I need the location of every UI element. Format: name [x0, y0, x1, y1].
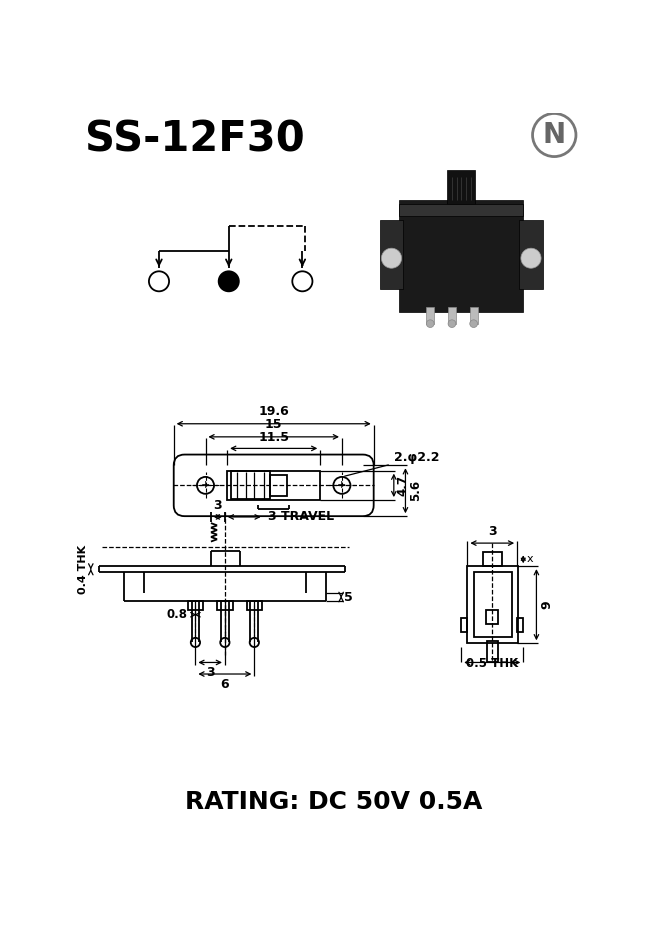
Bar — [486, 610, 498, 623]
Circle shape — [521, 248, 541, 269]
Bar — [447, 170, 475, 205]
Bar — [246, 601, 262, 610]
Text: +: + — [337, 481, 347, 490]
Text: RATING: DC 50V 0.5A: RATING: DC 50V 0.5A — [185, 790, 483, 814]
Text: 6: 6 — [220, 678, 230, 691]
Text: 5.6: 5.6 — [409, 480, 422, 501]
Text: 2.φ2.2: 2.φ2.2 — [345, 451, 439, 476]
Circle shape — [448, 320, 456, 328]
Circle shape — [381, 248, 402, 269]
Bar — [487, 641, 497, 662]
Bar — [470, 307, 477, 324]
Bar — [461, 618, 467, 632]
Text: 3: 3 — [214, 500, 222, 513]
Circle shape — [426, 320, 434, 328]
Text: +: + — [201, 481, 210, 490]
Bar — [483, 552, 501, 566]
Circle shape — [218, 271, 239, 291]
Bar — [231, 471, 270, 500]
Text: 3: 3 — [488, 525, 497, 538]
Text: 15: 15 — [265, 419, 282, 431]
Bar — [399, 200, 524, 312]
Text: x: x — [526, 554, 533, 564]
Bar — [380, 220, 403, 289]
Bar — [473, 573, 512, 637]
Bar — [448, 307, 456, 324]
Text: 5: 5 — [344, 591, 353, 604]
Text: 0.4 THK: 0.4 THK — [78, 545, 88, 593]
Bar — [426, 307, 434, 324]
Bar — [399, 205, 524, 216]
Bar — [467, 566, 518, 643]
Text: 4.7: 4.7 — [397, 475, 410, 496]
Text: 19.6: 19.6 — [258, 406, 289, 419]
Text: N: N — [542, 121, 566, 149]
Text: 11.5: 11.5 — [258, 431, 289, 444]
Bar — [517, 618, 524, 632]
Circle shape — [470, 320, 477, 328]
Text: 9: 9 — [541, 600, 554, 609]
Text: SS-12F30: SS-12F30 — [85, 118, 305, 160]
Bar — [227, 470, 320, 500]
Bar — [270, 474, 287, 496]
Bar — [520, 220, 542, 289]
Text: 3 TRAVEL: 3 TRAVEL — [267, 511, 334, 523]
Text: 0.5 THK: 0.5 THK — [466, 657, 518, 670]
Bar — [188, 601, 203, 610]
Bar — [217, 601, 233, 610]
Text: 3: 3 — [206, 667, 215, 679]
Text: 0.8: 0.8 — [167, 608, 188, 622]
